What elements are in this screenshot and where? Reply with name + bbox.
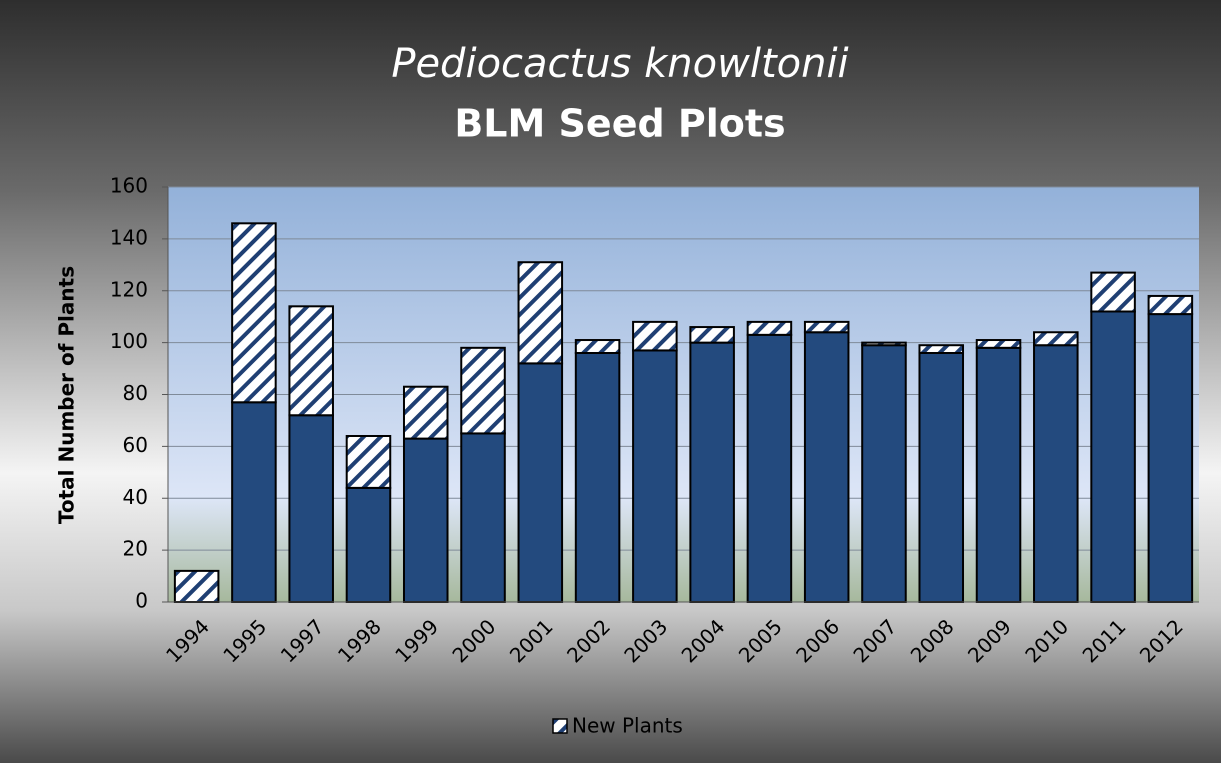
- bar-segment: [632, 349, 678, 603]
- bar-segment: [918, 344, 965, 354]
- bar-segment: [345, 486, 392, 603]
- y-tick-label: 100: [110, 329, 148, 353]
- bar-segment: [1033, 344, 1079, 603]
- bar-segment: [402, 437, 449, 603]
- bar-segment: [1033, 331, 1079, 347]
- bar-segment: [517, 362, 564, 603]
- bar-segment: [632, 320, 678, 352]
- bar-segment: [803, 320, 850, 334]
- y-axis-label: Total Number of Plants: [55, 266, 79, 524]
- bar-segment: [975, 339, 1022, 349]
- bar-segment: [746, 320, 793, 336]
- chart-title: Pediocactus knowltonii: [391, 41, 848, 87]
- y-tick-label: 60: [123, 433, 148, 457]
- legend-label: New Plants: [572, 714, 683, 738]
- bar-segment: [689, 326, 735, 344]
- y-tick-label: 20: [123, 537, 148, 561]
- bar-segment: [574, 339, 621, 354]
- bar-segment: [803, 331, 850, 603]
- bar-segment: [231, 222, 277, 404]
- bar-segment: [231, 401, 277, 603]
- bar-segment: [1147, 313, 1194, 603]
- bar-segment: [861, 341, 907, 347]
- y-tick-label: 80: [123, 381, 148, 405]
- y-tick-label: 40: [123, 485, 148, 509]
- legend-swatch: [552, 718, 568, 734]
- y-tick-label: 120: [110, 277, 148, 301]
- bar-segment: [173, 569, 220, 603]
- y-tick-label: 0: [135, 589, 148, 613]
- bar-segment: [1090, 310, 1136, 603]
- bar-segment: [975, 346, 1022, 603]
- bar-segment: [1090, 271, 1136, 313]
- bar-segment: [861, 344, 907, 603]
- bar-segment: [460, 346, 506, 435]
- chart-subtitle: BLM Seed Plots: [454, 102, 785, 146]
- bar-segment: [746, 333, 793, 603]
- bar-segment: [517, 261, 564, 365]
- y-tick-label: 160: [110, 174, 148, 198]
- bar-segment: [689, 341, 735, 603]
- bar-segment: [288, 414, 334, 603]
- bar-segment: [460, 432, 506, 603]
- bar-segment: [402, 385, 449, 440]
- bar-segment: [288, 305, 334, 417]
- bar-segment: [1147, 294, 1194, 316]
- bar-segment: [574, 352, 621, 603]
- bar-segment: [345, 435, 392, 489]
- bar-segment: [918, 352, 965, 603]
- y-tick-label: 140: [110, 225, 148, 249]
